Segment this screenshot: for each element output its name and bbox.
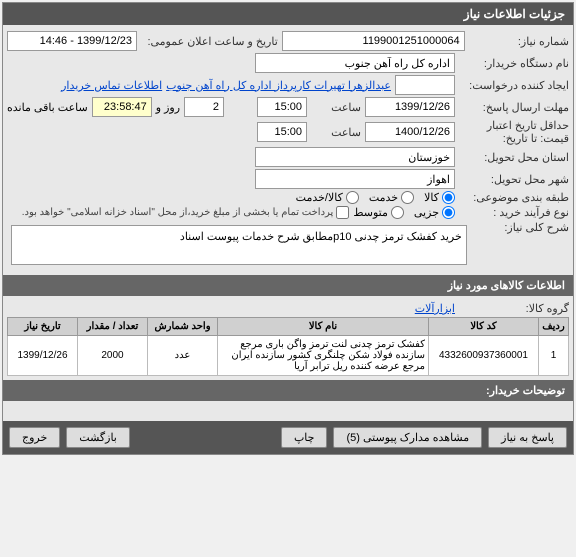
group-label: گروه کالا: [459,302,569,315]
creator-label: ایجاد کننده درخواست: [459,79,569,92]
creator-name[interactable]: عبدالزهرا تهیرات کارپرداز اداره کل راه آ… [166,79,391,92]
row-validity: حداقل تاریخ اعتبار قیمت: تا تاریخ: ساعت [7,119,569,145]
row-creator: ایجاد کننده درخواست: عبدالزهرا تهیرات کا… [7,75,569,95]
days-input[interactable] [184,97,224,117]
cell-code: 4332600937360001 [429,336,539,376]
row-city: شهر محل تحویل: [7,169,569,189]
attachments-button[interactable]: مشاهده مدارک پیوستی (5) [333,427,482,448]
need-no-input[interactable] [282,31,465,51]
radio-goods-service-label[interactable]: کالا/خدمت [296,191,359,204]
radio-goods[interactable] [442,191,455,204]
remain-time [92,97,152,117]
validity-label: حداقل تاریخ اعتبار قیمت: تا تاریخ: [459,119,569,145]
time1-input[interactable] [257,97,307,117]
respond-button[interactable]: پاسخ به نیاز [488,427,567,448]
radio-goods-label[interactable]: کالا [424,191,455,204]
radio-service-label[interactable]: خدمت [369,191,414,204]
checkbox-treasury[interactable] [336,206,349,219]
col-row: ردیف [539,318,569,336]
date2-input[interactable] [365,122,455,142]
row-process: نوع فرآیند خرید : جزیی متوسط پرداخت تمام… [7,206,569,219]
cell-qty: 2000 [78,336,148,376]
radio-low[interactable] [442,206,455,219]
row-category: طبقه بندی موضوعی: کالا خدمت کالا/خدمت [7,191,569,204]
goods-area: گروه کالا: ابزارآلات ردیف کد کالا نام کا… [3,296,573,380]
announce-input[interactable] [7,31,137,51]
back-button[interactable]: بازگشت [66,427,130,448]
form-area: شماره نیاز: تاریخ و ساعت اعلان عمومی: نا… [3,25,573,275]
radio-goods-service[interactable] [346,191,359,204]
panel-title: جزئیات اطلاعات نیاز [3,3,573,25]
city-input[interactable] [255,169,455,189]
row-province: استان محل تحویل: [7,147,569,167]
contact-link[interactable]: اطلاعات تماس خریدار [61,79,162,92]
exit-button[interactable]: خروج [9,427,60,448]
col-qty: تعداد / مقدار [78,318,148,336]
desc-textarea[interactable] [11,225,467,265]
city-label: شهر محل تحویل: [459,173,569,186]
print-button[interactable]: چاپ [281,427,328,448]
row-desc: شرح کلی نیاز: [7,221,569,269]
row-deadline: مهلت ارسال پاسخ: ساعت روز و ساعت باقی ما… [7,97,569,117]
row-buyer: نام دستگاه خریدار: [7,53,569,73]
buyer-label: نام دستگاه خریدار: [459,57,569,70]
remain-label: ساعت باقی مانده [7,101,88,114]
cell-date: 1399/12/26 [8,336,78,376]
main-panel: جزئیات اطلاعات نیاز شماره نیاز: تاریخ و … [2,2,574,455]
table-row[interactable]: 1 4332600937360001 کفشک ترمز چدنی لنت تر… [8,336,569,376]
checkbox-treasury-label[interactable]: پرداخت تمام یا بخشی از مبلغ خرید،از محل … [22,206,350,219]
province-label: استان محل تحویل: [459,151,569,164]
buyer-notes-area [3,401,573,421]
group-value[interactable]: ابزارآلات [415,302,455,315]
goods-table: ردیف کد کالا نام کالا واحد شمارش تعداد /… [7,317,569,376]
process-label: نوع فرآیند خرید : [459,206,569,219]
province-input[interactable] [255,147,455,167]
announce-label: تاریخ و ساعت اعلان عمومی: [141,35,278,48]
table-header-row: ردیف کد کالا نام کالا واحد شمارش تعداد /… [8,318,569,336]
col-code: کد کالا [429,318,539,336]
days-label: روز و [156,101,180,114]
need-no-label: شماره نیاز: [469,35,569,48]
date1-input[interactable] [365,97,455,117]
radio-mid-label[interactable]: متوسط [353,206,404,219]
category-radios: کالا خدمت کالا/خدمت [296,191,455,204]
footer-buttons: پاسخ به نیاز مشاهده مدارک پیوستی (5) چاپ… [3,421,573,454]
creator-input[interactable] [395,75,455,95]
radio-low-label[interactable]: جزیی [414,206,455,219]
col-unit: واحد شمارش [148,318,218,336]
time-label-1: ساعت [311,101,361,114]
process-note: پرداخت تمام یا بخشی از مبلغ خرید،از محل … [22,207,334,218]
cell-unit: عدد [148,336,218,376]
time2-input[interactable] [257,122,307,142]
goods-section-title: اطلاعات کالاهای مورد نیاز [3,275,573,296]
col-date: تاریخ نیاز [8,318,78,336]
radio-mid[interactable] [391,206,404,219]
desc-label: شرح کلی نیاز: [475,221,569,234]
radio-service[interactable] [401,191,414,204]
deadline-label: مهلت ارسال پاسخ: [459,101,569,114]
time-label-2: ساعت [311,126,361,139]
cell-idx: 1 [539,336,569,376]
col-name: نام کالا [218,318,429,336]
cell-name: کفشک ترمز چدنی لنت ترمز واگن باری مرجع س… [218,336,429,376]
buyer-notes-label: توضیحات خریدار: [3,380,573,401]
row-need-no: شماره نیاز: تاریخ و ساعت اعلان عمومی: [7,31,569,51]
row-group: گروه کالا: ابزارآلات [7,302,569,315]
buyer-input[interactable] [255,53,455,73]
category-label: طبقه بندی موضوعی: [459,191,569,204]
process-radios: جزیی متوسط [353,206,455,219]
